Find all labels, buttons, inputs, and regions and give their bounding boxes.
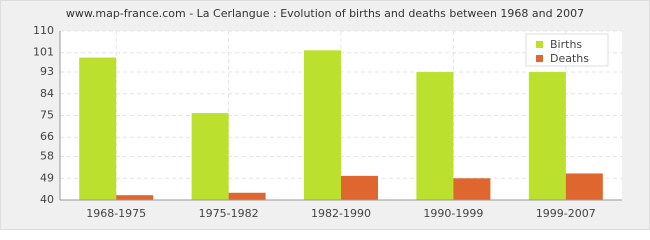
legend-label: Births (550, 38, 582, 51)
y-tick-label: 58 (40, 150, 54, 163)
chart: www.map-france.com - La Cerlangue : Evol… (0, 0, 650, 230)
bar (116, 195, 154, 200)
chart-title: www.map-france.com - La Cerlangue : Evol… (66, 7, 584, 20)
legend-swatch (536, 55, 543, 62)
x-tick-label: 1968-1975 (86, 207, 146, 220)
x-tick-label: 1990-1999 (423, 207, 483, 220)
bar (565, 173, 603, 200)
bar (304, 50, 341, 200)
y-tick-label: 49 (40, 171, 54, 184)
bar (79, 57, 117, 200)
bar (341, 175, 378, 200)
y-tick-label: 40 (40, 193, 54, 206)
bar (191, 113, 229, 200)
y-tick-label: 75 (40, 109, 54, 122)
legend-label: Deaths (550, 52, 589, 65)
x-tick-label: 1982-1990 (311, 207, 371, 220)
bar (416, 72, 454, 200)
y-tick-label: 110 (33, 24, 54, 37)
x-tick-label: 1975-1982 (199, 207, 259, 220)
y-tick-label: 66 (40, 130, 54, 143)
y-tick-label: 84 (40, 87, 54, 100)
x-tick-label: 1999-2007 (536, 207, 596, 220)
y-tick-label: 93 (40, 65, 54, 78)
legend-swatch (536, 41, 543, 48)
bar (228, 192, 266, 200)
bar (453, 178, 491, 200)
bar (528, 72, 566, 200)
y-tick-label: 101 (33, 46, 54, 59)
